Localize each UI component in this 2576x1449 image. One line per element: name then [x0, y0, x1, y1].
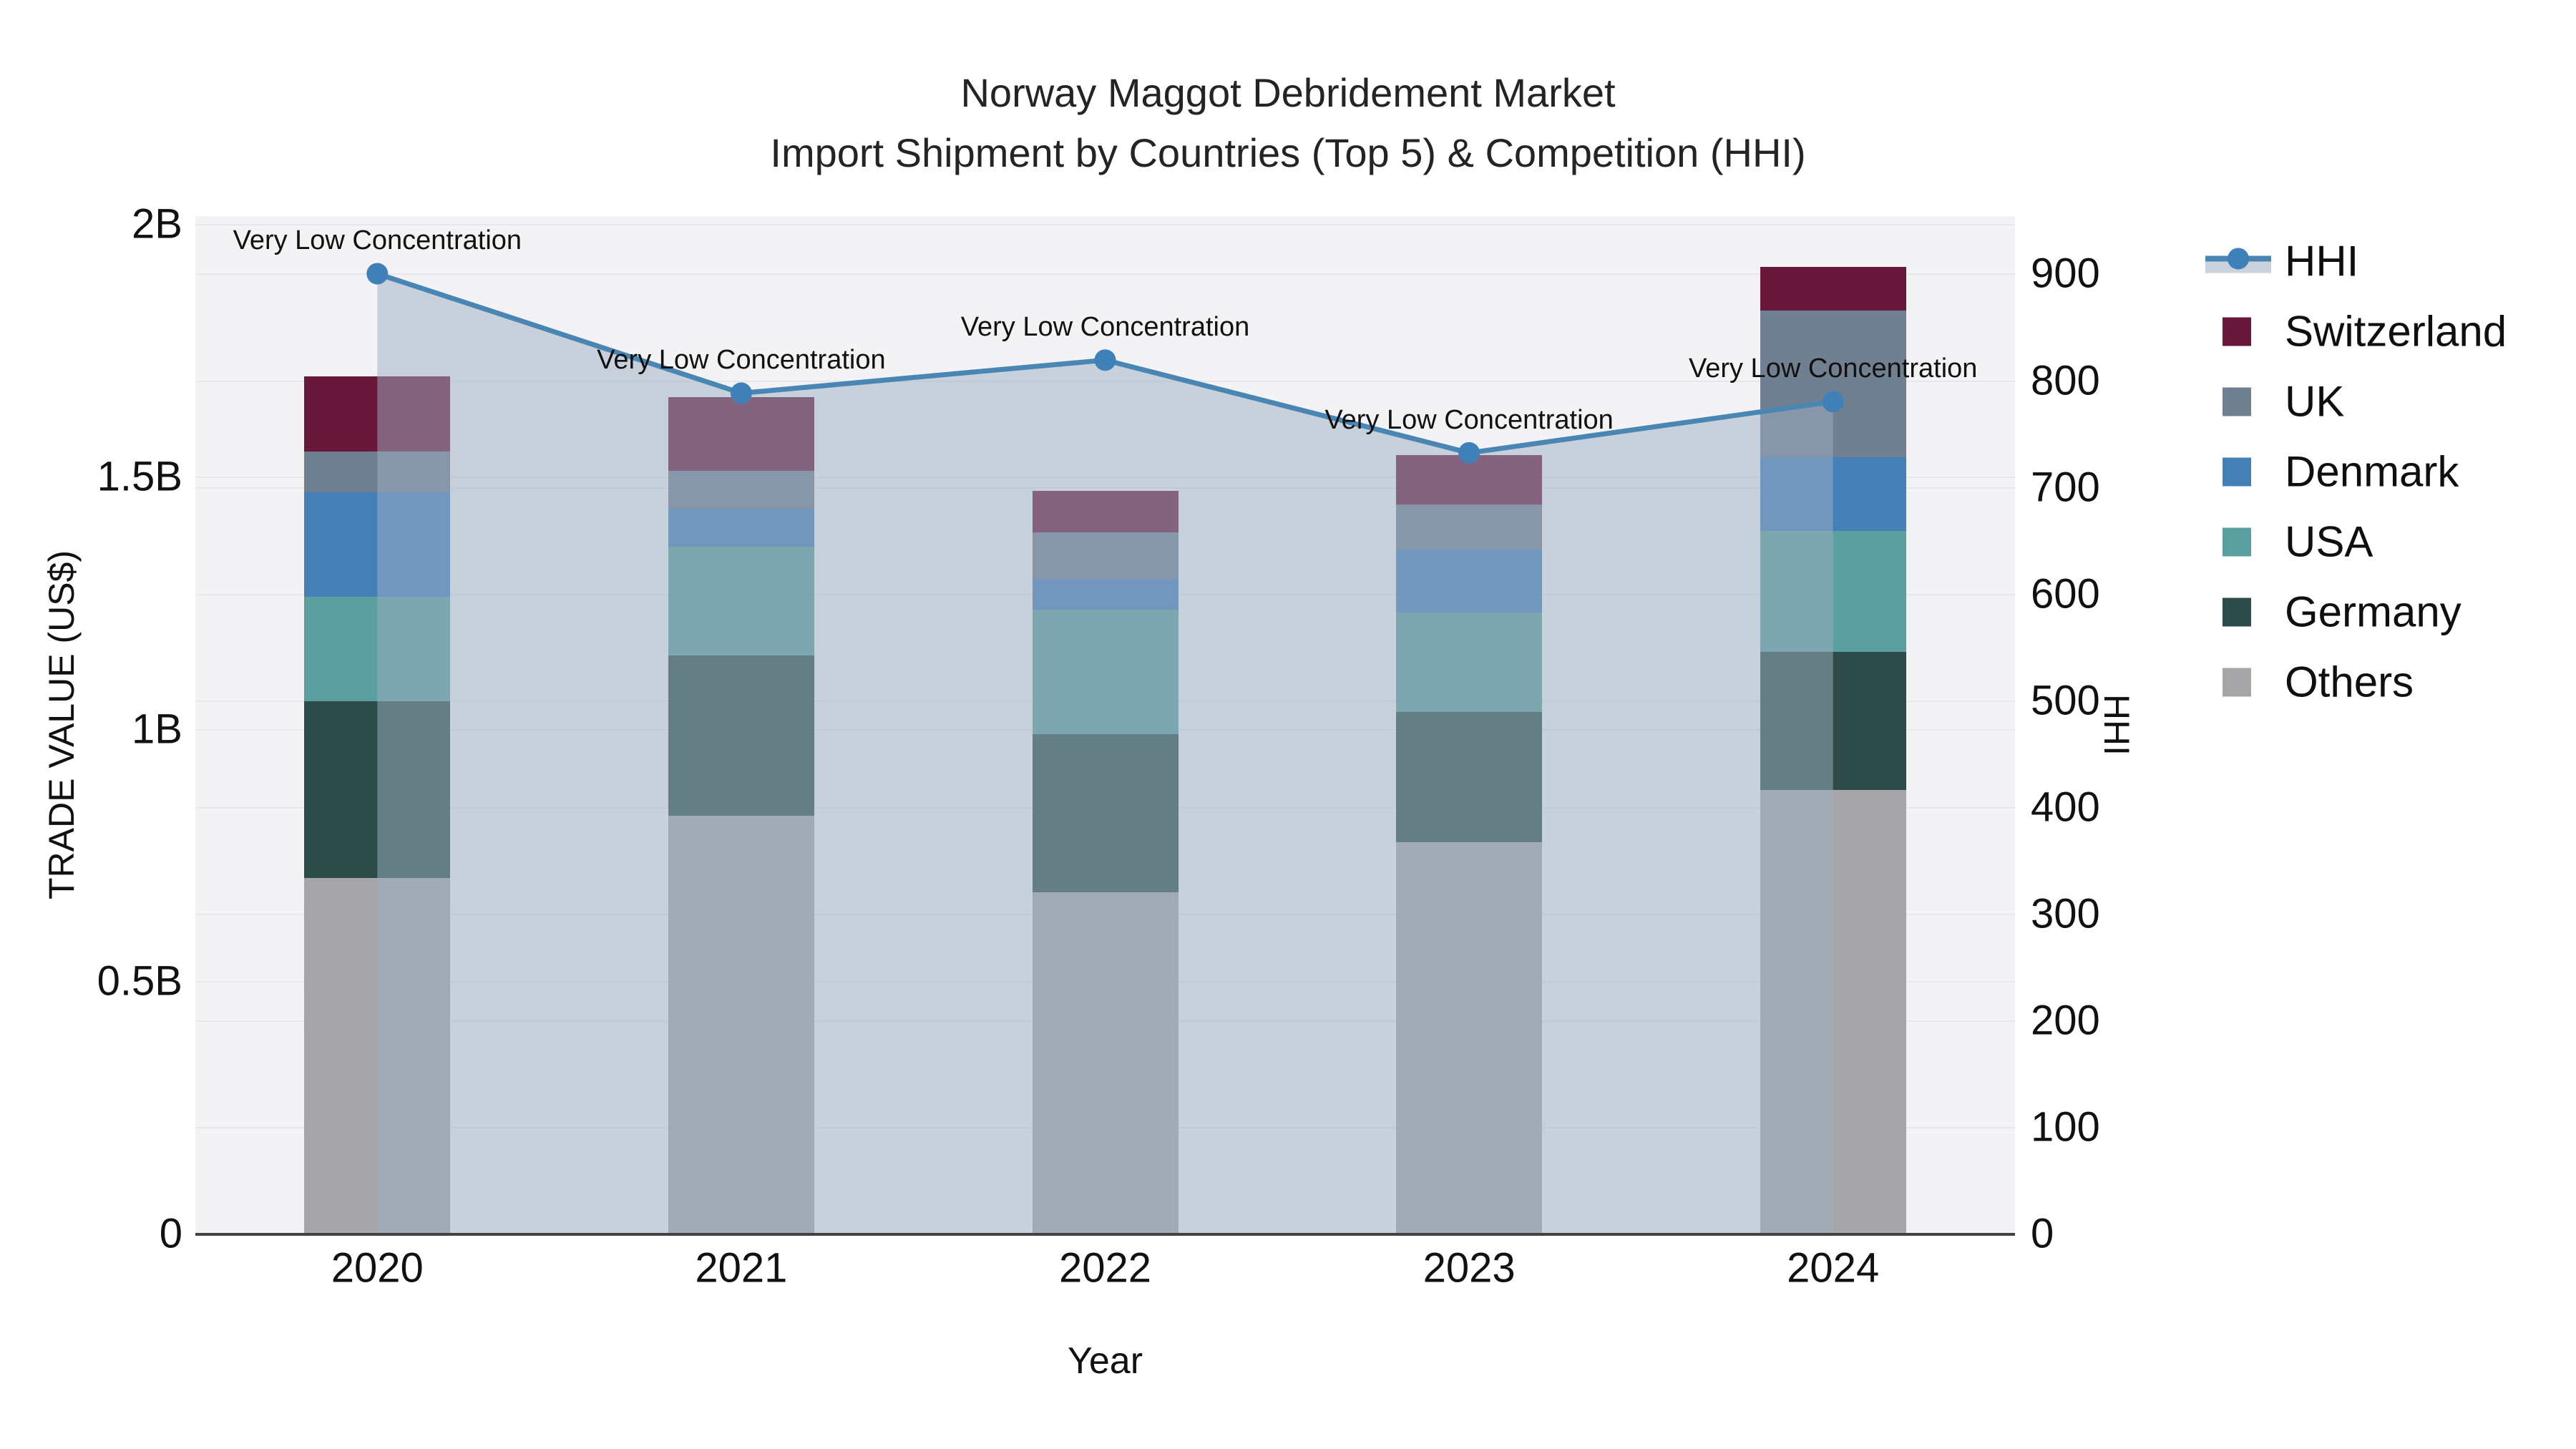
right-axis-title: HHI [2097, 693, 2137, 756]
bar-segment-2024-switzerland[interactable] [1760, 266, 1906, 311]
hhi-legend-sample-icon [2205, 245, 2271, 277]
right-tick-500: 500 [2031, 677, 2100, 724]
legend-swatch-switzerland-icon [2223, 317, 2251, 346]
left-tick-1B: 1B [132, 706, 182, 753]
legend-item-usa[interactable]: USA [2205, 517, 2373, 567]
hhi-marker-2020[interactable] [366, 263, 389, 285]
annotation-2022: Very Low Concentration [960, 312, 1250, 343]
chart-title: Norway Maggot Debridement Market Import … [0, 63, 2576, 183]
hhi-marker-2023[interactable] [1458, 441, 1480, 464]
right-tick-200: 200 [2031, 997, 2100, 1044]
x-axis-title: Year [1067, 1340, 1143, 1382]
hhi-legend-marker-icon [2228, 248, 2249, 269]
annotation-2024: Very Low Concentration [1688, 353, 1978, 384]
left-tick-2B: 2B [132, 200, 182, 248]
x-tick-2020: 2020 [331, 1244, 424, 1292]
right-tick-700: 700 [2031, 464, 2100, 511]
gridline-trade-2B [195, 224, 2015, 226]
legend-swatch-uk-icon [2223, 387, 2251, 416]
right-tick-100: 100 [2031, 1103, 2100, 1151]
legend-label-denmark: Denmark [2285, 447, 2459, 496]
right-tick-900: 900 [2031, 250, 2100, 297]
right-tick-0: 0 [2031, 1210, 2054, 1257]
chart-title-line1: Norway Maggot Debridement Market [960, 70, 1616, 115]
hhi-marker-2022[interactable] [1094, 349, 1116, 371]
gridline-hhi-900 [195, 273, 2015, 275]
left-axis-title: TRADE VALUE (US$) [42, 550, 82, 900]
legend-item-switzerland[interactable]: Switzerland [2205, 307, 2507, 356]
left-tick-0.5B: 0.5B [97, 957, 182, 1005]
x-tick-2024: 2024 [1787, 1244, 1880, 1292]
legend-label-uk: UK [2285, 377, 2345, 426]
x-tick-2022: 2022 [1058, 1244, 1152, 1292]
x-tick-2023: 2023 [1423, 1244, 1516, 1292]
plot-area: Very Low Concentration Very Low Concentra… [195, 216, 2015, 1234]
legend-item-germany[interactable]: Germany [2205, 587, 2462, 637]
legend-item-denmark[interactable]: Denmark [2205, 447, 2459, 497]
right-tick-600: 600 [2031, 570, 2100, 618]
legend-swatch-germany-icon [2223, 597, 2251, 626]
legend-label-hhi: HHI [2285, 237, 2359, 286]
chart-title-line2: Import Shipment by Countries (Top 5) & C… [770, 130, 1806, 175]
x-axis-line [195, 1233, 2015, 1236]
legend-item-uk[interactable]: UK [2205, 377, 2344, 426]
left-tick-1.5B: 1.5B [97, 453, 182, 500]
legend-swatch-denmark-icon [2223, 457, 2251, 486]
left-tick-0: 0 [159, 1210, 182, 1257]
hhi-marker-2024[interactable] [1822, 391, 1844, 413]
legend-swatch-usa-icon [2223, 527, 2251, 556]
legend-label-switzerland: Switzerland [2285, 307, 2507, 356]
hhi-marker-2021[interactable] [730, 382, 752, 404]
annotation-2023: Very Low Concentration [1324, 404, 1614, 435]
x-tick-2021: 2021 [695, 1244, 788, 1292]
right-tick-300: 300 [2031, 890, 2100, 937]
legend-label-germany: Germany [2285, 587, 2462, 636]
legend-label-others: Others [2285, 658, 2414, 706]
right-tick-400: 400 [2031, 784, 2100, 831]
hhi-line-layer [366, 263, 1844, 1234]
hhi-area-fill [377, 273, 1833, 1234]
annotation-2020: Very Low Concentration [233, 225, 522, 256]
legend-item-hhi[interactable]: HHI [2205, 237, 2358, 286]
legend-label-usa: USA [2285, 517, 2373, 566]
annotation-2021: Very Low Concentration [597, 345, 886, 376]
legend-item-others[interactable]: Others [2205, 658, 2414, 707]
right-tick-800: 800 [2031, 357, 2100, 404]
legend-swatch-others-icon [2223, 668, 2251, 696]
